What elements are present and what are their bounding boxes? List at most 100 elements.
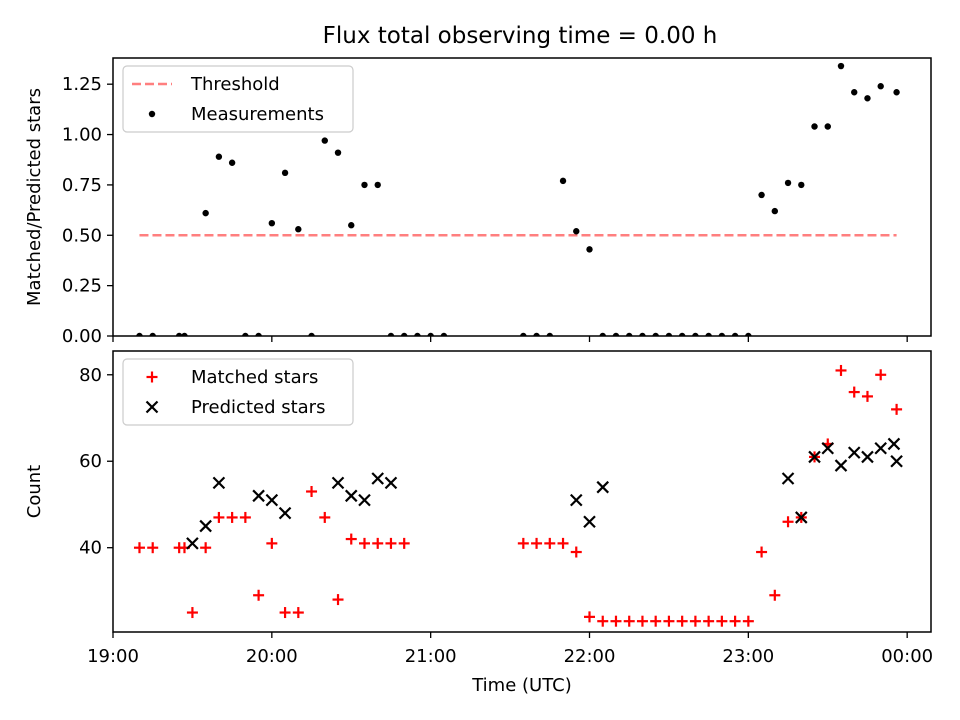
measurement-point	[414, 332, 421, 336]
matched-star-marker	[848, 386, 860, 398]
legend-label: Predicted stars	[191, 397, 325, 418]
y-tick-label: 0.25	[62, 276, 102, 297]
matched-star-marker	[279, 607, 291, 619]
matched-star-marker	[703, 615, 715, 627]
matched-star-marker	[345, 533, 357, 545]
measurement-point	[559, 177, 567, 185]
matched-star-marker	[756, 546, 768, 558]
measurement-point	[771, 207, 779, 215]
matched-star-marker	[742, 615, 754, 627]
measurement-point	[586, 246, 593, 253]
matched-star-marker	[319, 511, 331, 523]
matched-star-marker	[689, 615, 701, 627]
plot-area	[136, 62, 900, 336]
measurement-point	[202, 209, 209, 217]
measurement-point	[348, 222, 355, 229]
measurement-point	[546, 332, 553, 336]
matched-star-marker	[584, 611, 596, 623]
matched-star-marker	[306, 486, 318, 497]
matched-star-marker	[358, 537, 370, 549]
matched-star-marker	[200, 542, 212, 554]
matched-star-marker	[544, 537, 556, 549]
matched-star-marker	[623, 615, 635, 627]
matched-star-marker	[663, 615, 675, 627]
matched-star-marker	[385, 537, 397, 549]
matched-star-marker	[557, 537, 569, 549]
predicted-star-marker	[199, 519, 212, 533]
y-tick-label: 0.75	[62, 175, 102, 196]
y-tick-label: 80	[79, 365, 102, 386]
predicted-star-marker	[874, 441, 887, 455]
measurement-point	[678, 332, 686, 336]
measurement-point	[798, 181, 805, 189]
measurement-point	[758, 191, 765, 199]
predicted-star-marker	[821, 441, 835, 455]
measurement-point	[295, 226, 302, 233]
measurement-point	[652, 332, 659, 336]
matched-star-marker	[226, 511, 238, 523]
matched-star-marker	[398, 537, 410, 549]
axes-frame	[112, 57, 932, 337]
predicted-star-marker	[596, 480, 610, 494]
legend-label: Matched stars	[191, 367, 318, 388]
predicted-star-marker	[808, 450, 821, 464]
x-axis-label: Time (UTC)	[471, 675, 572, 696]
measurement-point	[268, 219, 276, 227]
measurement-point	[387, 332, 395, 336]
measurement-point	[811, 123, 818, 130]
measurement-point	[255, 332, 262, 336]
y-axis-label: Matched/Predicted stars	[24, 88, 45, 306]
y-axis-label: Count	[24, 465, 45, 518]
plot-area	[133, 364, 903, 627]
matched-star-marker	[292, 607, 304, 619]
matched-star-marker	[570, 546, 582, 558]
y-tick-label: 40	[79, 538, 102, 559]
measurement-point	[400, 332, 408, 336]
y-tick-label: 0.50	[62, 225, 102, 246]
matched-star-marker	[835, 364, 847, 376]
axes-frame	[112, 350, 932, 633]
predicted-star-marker	[890, 454, 903, 468]
bottom-plot: 40 60 80 19:00 20:00 21:00 22:00 23:00 00:00 Coun…	[24, 350, 933, 696]
x-tick-label: 19:00	[87, 646, 139, 667]
measurement-point	[745, 332, 752, 336]
measurement-point	[181, 332, 188, 336]
legend-label: Measurements	[191, 104, 324, 125]
predicted-star-marker	[186, 537, 199, 550]
predicted-star-marker	[278, 506, 292, 520]
measurement-point	[731, 332, 739, 336]
measurement-point	[427, 332, 434, 336]
predicted-star-marker	[252, 489, 265, 503]
legend-matched-swatch	[146, 371, 158, 383]
measurement-point	[705, 332, 712, 336]
measurement-point	[573, 228, 580, 235]
matched-star-marker	[266, 537, 278, 549]
matched-star-marker	[769, 589, 781, 601]
measurement-point	[864, 95, 871, 102]
measurement-point	[851, 89, 858, 96]
matched-star-marker	[676, 615, 688, 627]
matched-star-marker	[186, 607, 198, 619]
matched-star-marker	[610, 615, 622, 627]
measurement-point	[136, 332, 143, 336]
matched-star-marker	[650, 615, 662, 627]
x-tick-label: 23:00	[722, 646, 774, 667]
legend-label: Threshold	[190, 74, 280, 95]
matched-star-marker	[253, 589, 265, 601]
measurement-point	[149, 332, 156, 336]
matched-star-marker	[636, 615, 648, 627]
legend-box	[122, 65, 354, 133]
predicted-star-marker	[265, 493, 279, 507]
measurement-point	[784, 179, 792, 187]
predicted-star-marker	[861, 450, 874, 464]
measurement-point	[440, 332, 448, 336]
measurement-point	[334, 149, 342, 156]
measurement-point	[626, 332, 633, 336]
legend-box	[122, 358, 354, 426]
measurement-point	[665, 332, 673, 336]
measurement-point	[824, 123, 831, 130]
legend: Threshold Measurements	[122, 65, 354, 133]
matched-star-marker	[133, 542, 145, 554]
y-tick-label: 1.00	[62, 125, 102, 146]
